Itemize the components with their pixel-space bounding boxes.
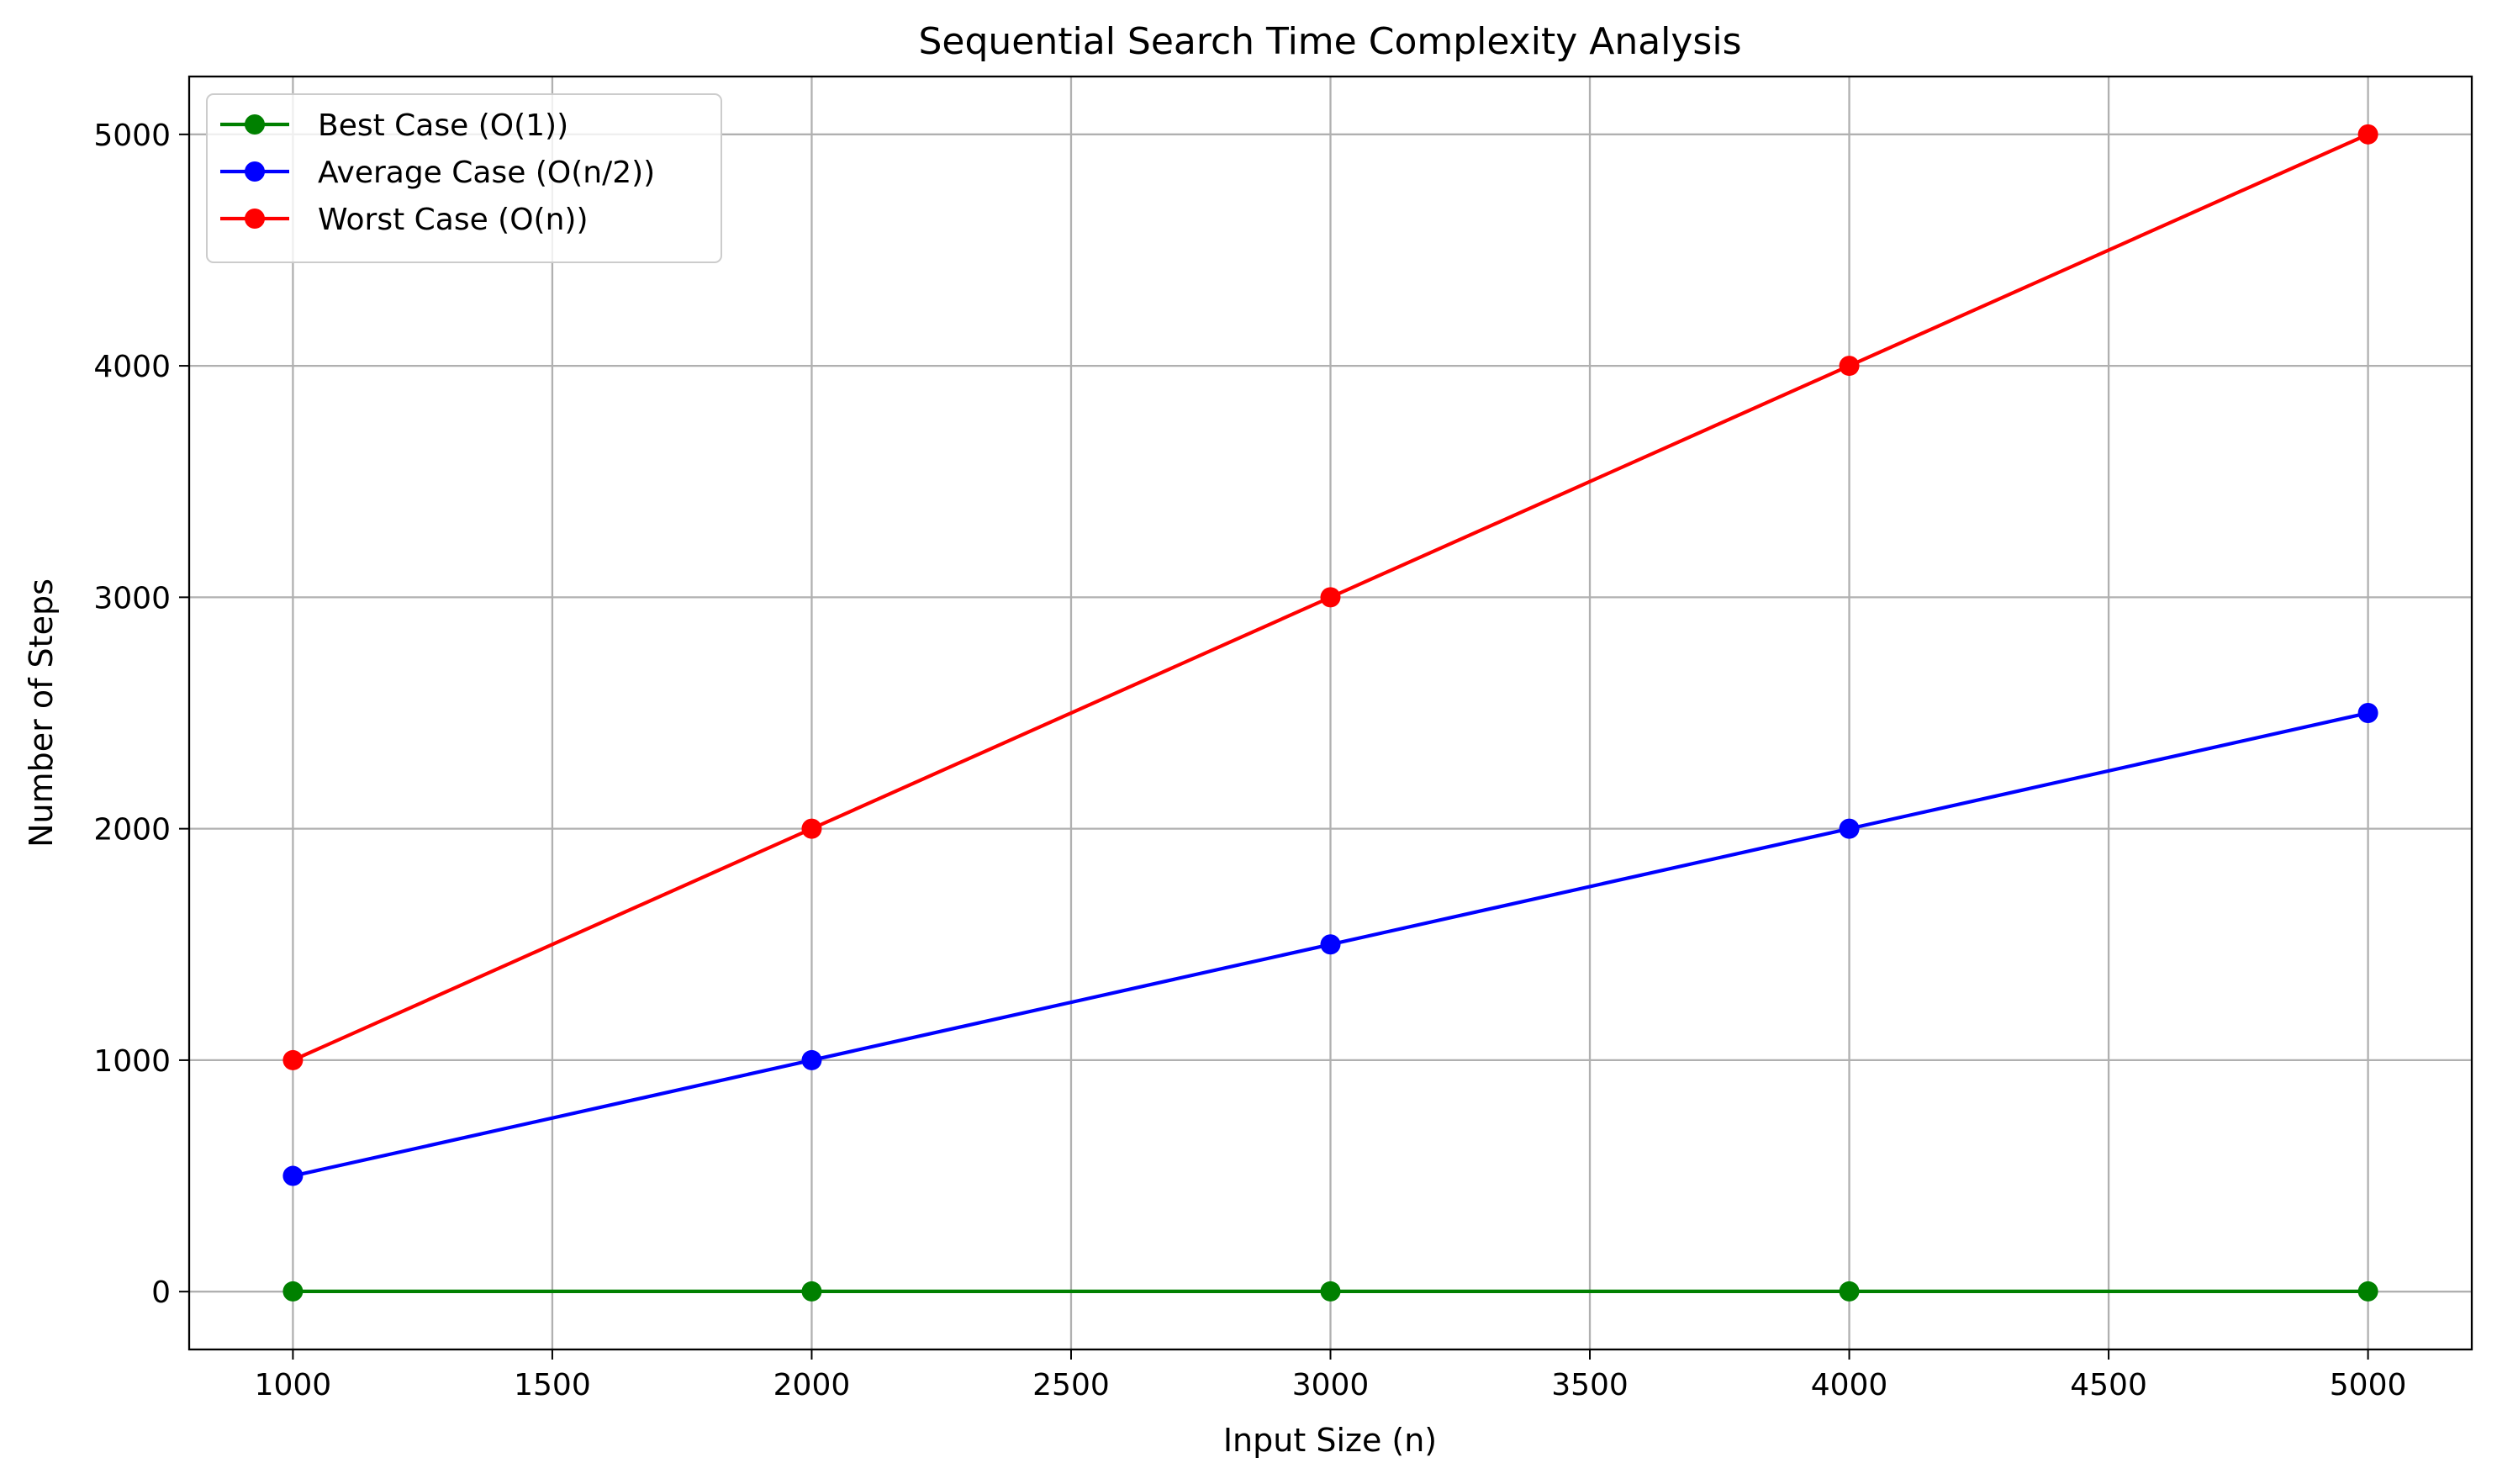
- y-axis-label: Number of Steps: [23, 578, 60, 848]
- data-point: [1320, 934, 1341, 955]
- x-axis: 1000 1500 2000 2500 3000 3500 4000 4500 5000: [255, 1349, 2407, 1402]
- y-tick-label: 5000: [93, 119, 171, 153]
- y-axis: 0 1000 2000 3000 4000 5000: [93, 119, 189, 1310]
- legend-box: [206, 93, 722, 263]
- data-point: [2357, 703, 2378, 723]
- x-axis-label: Input Size (n): [1223, 1422, 1437, 1459]
- data-point: [801, 1049, 822, 1070]
- legend: Best Case (O(1)) Average Case (O(n/2)) Wor…: [206, 93, 722, 263]
- x-tick-label: 5000: [2330, 1368, 2407, 1402]
- legend-entry: Worst Case (O(n)): [220, 203, 589, 237]
- x-tick-label: 2500: [1032, 1368, 1110, 1402]
- data-point: [282, 1281, 304, 1302]
- series-1: [282, 703, 2378, 1186]
- data-point: [2357, 124, 2378, 145]
- data-point: [1839, 356, 1860, 377]
- legend-label: Average Case (O(n/2)): [318, 156, 655, 190]
- y-tick-label: 3000: [93, 581, 171, 615]
- legend-swatch-marker: [245, 161, 265, 182]
- series-2: [282, 124, 2378, 1070]
- x-tick-label: 3000: [1292, 1368, 1370, 1402]
- y-tick-label: 0: [151, 1275, 171, 1310]
- legend-label: Worst Case (O(n)): [318, 203, 589, 237]
- data-point: [1320, 1281, 1341, 1302]
- data-point: [801, 818, 822, 839]
- data-point: [1839, 1281, 1860, 1302]
- data-point: [282, 1049, 304, 1070]
- data-point: [1320, 587, 1341, 608]
- data-point: [801, 1281, 822, 1302]
- data-point: [282, 1165, 304, 1186]
- legend-swatch-marker: [245, 209, 265, 229]
- legend-label: Best Case (O(1)): [318, 108, 568, 143]
- series-0: [282, 1281, 2378, 1302]
- y-tick-label: 4000: [93, 350, 171, 384]
- series-area: [282, 124, 2378, 1302]
- chart-title: Sequential Search Time Complexity Analys…: [918, 20, 1741, 63]
- x-tick-label: 3500: [1551, 1368, 1629, 1402]
- x-tick-label: 4000: [1811, 1368, 1888, 1402]
- data-point: [2357, 1281, 2378, 1302]
- x-tick-label: 2000: [773, 1368, 851, 1402]
- x-tick-label: 1000: [255, 1368, 332, 1402]
- x-tick-label: 1500: [514, 1368, 591, 1402]
- legend-swatch-marker: [245, 114, 265, 135]
- y-tick-label: 1000: [93, 1044, 171, 1079]
- legend-entry: Best Case (O(1)): [220, 108, 568, 143]
- y-tick-label: 2000: [93, 813, 171, 848]
- legend-entry: Average Case (O(n/2)): [220, 156, 655, 190]
- data-point: [1839, 818, 1860, 839]
- x-tick-label: 4500: [2070, 1368, 2147, 1402]
